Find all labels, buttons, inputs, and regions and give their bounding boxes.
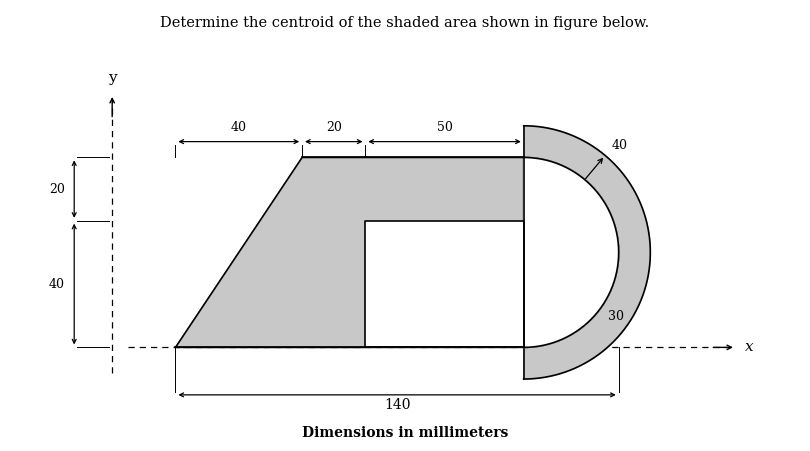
Text: Determine the centroid of the shaded area shown in figure below.: Determine the centroid of the shaded are… xyxy=(160,16,650,30)
Text: 140: 140 xyxy=(384,398,411,412)
Text: x: x xyxy=(745,341,754,354)
Polygon shape xyxy=(365,221,524,347)
Polygon shape xyxy=(176,157,524,347)
Text: 40: 40 xyxy=(231,121,247,133)
Text: 20: 20 xyxy=(326,121,342,133)
Text: 20: 20 xyxy=(49,183,65,196)
Text: 50: 50 xyxy=(437,121,453,133)
Text: 40: 40 xyxy=(612,139,628,152)
Polygon shape xyxy=(524,126,650,379)
Text: 30: 30 xyxy=(608,310,624,323)
Text: Dimensions in millimeters: Dimensions in millimeters xyxy=(302,426,508,440)
Polygon shape xyxy=(524,157,619,347)
Text: y: y xyxy=(108,71,117,85)
Text: 40: 40 xyxy=(49,277,65,290)
